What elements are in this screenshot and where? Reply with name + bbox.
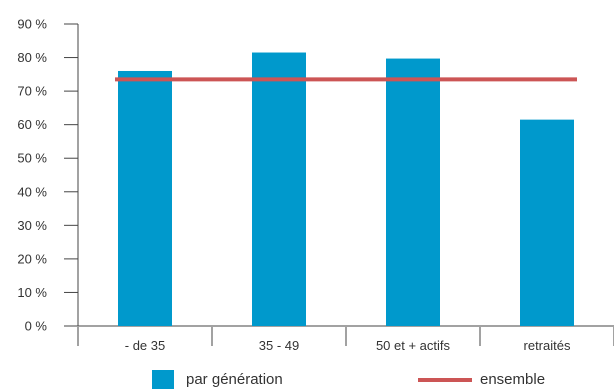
y-axis: 0 % 10 % 20 % 30 % 40 % 50 % 60 % 70 % 80 % 90 % [17, 17, 79, 334]
x-tick-label: 35 - 49 [259, 338, 299, 353]
y-tick-label: 30 % [17, 218, 47, 233]
bar [386, 58, 440, 326]
legend: par génération ensemble [152, 370, 545, 389]
y-tick-label: 40 % [17, 184, 47, 199]
x-tick-label: retraités [524, 338, 571, 353]
x-tick-label: 50 et + actifs [376, 338, 451, 353]
legend-swatch-bar [152, 370, 174, 389]
bar-series [118, 52, 574, 327]
x-axis: - de 35 35 - 49 50 et + actifs retraités [77, 325, 614, 353]
y-tick-label: 90 % [17, 17, 47, 32]
y-tick-label: 20 % [17, 251, 47, 266]
y-tick-label: 70 % [17, 84, 47, 99]
bar [118, 70, 172, 326]
legend-label-line: ensemble [480, 371, 545, 388]
y-tick-label: 60 % [17, 117, 47, 132]
bar [252, 52, 306, 327]
y-tick-label: 80 % [17, 50, 47, 65]
x-tick-label: - de 35 [125, 338, 165, 353]
y-tick-label: 50 % [17, 151, 47, 166]
y-tick-label: 10 % [17, 285, 47, 300]
y-tick-label: 0 % [25, 319, 48, 334]
bar [520, 119, 574, 326]
legend-label-bar: par génération [186, 371, 283, 388]
